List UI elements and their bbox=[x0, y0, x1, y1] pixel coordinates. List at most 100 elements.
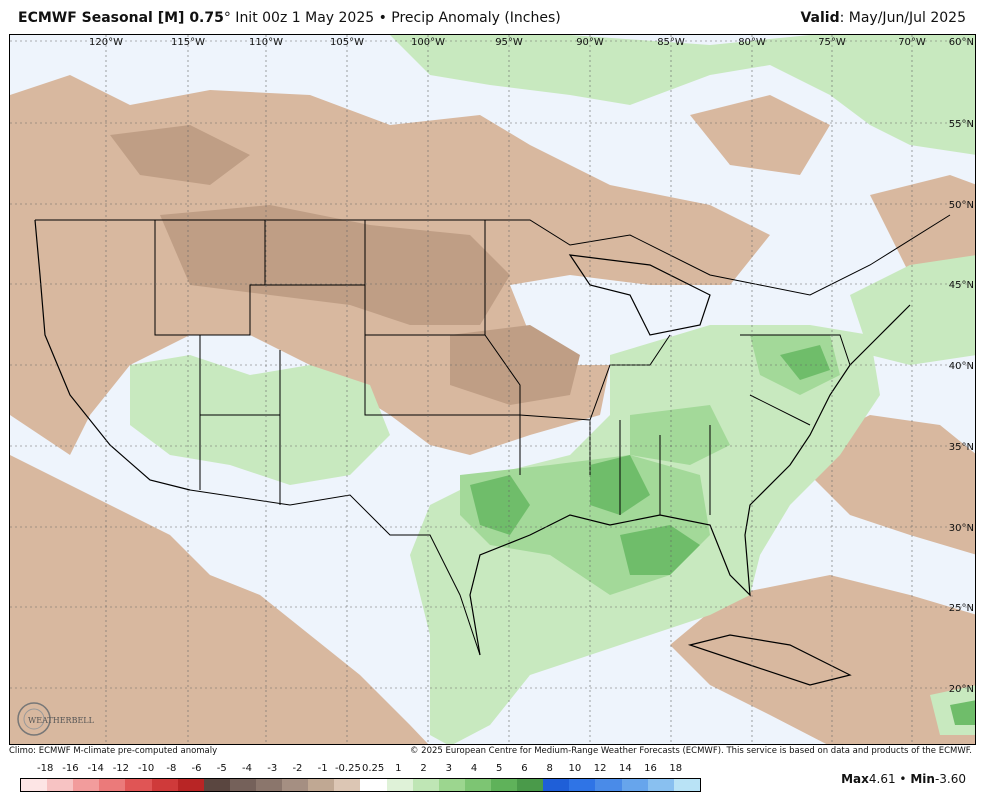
legend-swatch bbox=[203, 779, 230, 791]
valid-period: Valid: May/Jun/Jul 2025 bbox=[800, 10, 966, 32]
legend-swatch bbox=[464, 779, 491, 791]
legend-swatch bbox=[334, 779, 361, 791]
us-canada-border bbox=[35, 214, 951, 296]
legend-color-bar bbox=[20, 778, 701, 792]
legend-swatch bbox=[543, 779, 570, 791]
legend-tick-label: -2 bbox=[292, 763, 303, 774]
legend-tick-label: 4 bbox=[470, 763, 478, 774]
legend-swatch bbox=[360, 779, 387, 791]
max-label: Max bbox=[841, 772, 869, 786]
legend-tick-label: 0.25 bbox=[361, 763, 385, 774]
legend-swatch bbox=[229, 779, 256, 791]
legend-tick-label: 8 bbox=[546, 763, 553, 774]
legend-tick-label: -5 bbox=[216, 763, 227, 774]
lat-label: 20°N bbox=[949, 684, 974, 695]
valid-label: Valid bbox=[800, 10, 840, 26]
lon-label: 75°W bbox=[818, 37, 846, 48]
legend-tick-label: 6 bbox=[521, 763, 528, 774]
min-value: -3.60 bbox=[934, 772, 966, 786]
legend-tick-label: -16 bbox=[62, 763, 79, 774]
lon-label: 95°W bbox=[495, 37, 523, 48]
legend-tick-label: 10 bbox=[568, 763, 582, 774]
stats-separator: • bbox=[895, 772, 911, 786]
title-degree: ° bbox=[223, 10, 231, 26]
max-value: 4.61 bbox=[868, 772, 896, 786]
state-lines-plains bbox=[199, 334, 521, 505]
legend-tick-label: -1 bbox=[317, 763, 328, 774]
legend-tick-label: -4 bbox=[242, 763, 252, 774]
lon-label: 85°W bbox=[657, 37, 685, 48]
title-detail: Init 00z 1 May 2025 • Precip Anomaly (In… bbox=[230, 10, 561, 26]
legend-swatch bbox=[386, 779, 413, 791]
legend-tick-label: 16 bbox=[644, 763, 657, 774]
pacific-coast bbox=[34, 219, 191, 491]
legend-swatch bbox=[255, 779, 283, 791]
lon-label: 70°W bbox=[898, 37, 926, 48]
lat-label: 55°N bbox=[949, 119, 974, 130]
legend-swatch bbox=[73, 779, 100, 791]
legend-swatch bbox=[438, 779, 465, 791]
map-title: ECMWF Seasonal [M] 0.75° Init 00z 1 May … bbox=[18, 10, 561, 32]
lat-label: 45°N bbox=[949, 280, 974, 291]
lat-label: 60°N bbox=[949, 37, 974, 48]
lat-label: 40°N bbox=[949, 361, 974, 372]
great-lakes-outline bbox=[568, 254, 711, 336]
legend-swatch bbox=[151, 779, 178, 791]
legend-tick-label: 1 bbox=[395, 763, 402, 774]
legend-tick-label: 18 bbox=[669, 763, 683, 774]
legend-tick-label: 3 bbox=[445, 763, 452, 774]
legend-swatch bbox=[621, 779, 648, 791]
legend-swatch bbox=[517, 779, 544, 791]
legend-tick-label: -6 bbox=[191, 763, 202, 774]
latitude-labels: 60°N 55°N 50°N 45°N 40°N 35°N 30°N 25°N … bbox=[949, 37, 974, 695]
legend-swatch bbox=[282, 779, 309, 791]
legend-swatch bbox=[595, 779, 622, 791]
title-model: ECMWF Seasonal [M] 0.75 bbox=[18, 10, 224, 26]
color-scale-legend: -18 -16 -14 -12 -10 -8 -6 -5 -4 -3 -2 -1 -0.25 0.25 1 2… bbox=[20, 763, 701, 795]
legend-tick-label: -0.25 bbox=[334, 763, 361, 774]
copyright-note: © 2025 European Centre for Medium-Range … bbox=[409, 746, 972, 756]
legend-swatch bbox=[490, 779, 518, 791]
state-lines-west bbox=[154, 220, 366, 336]
legend-tick-label: 5 bbox=[496, 763, 503, 774]
political-borders bbox=[35, 214, 951, 656]
legend-swatch bbox=[125, 779, 152, 791]
legend-swatch bbox=[21, 779, 48, 791]
valid-value: : May/Jun/Jul 2025 bbox=[839, 10, 966, 26]
legend-swatch bbox=[569, 779, 596, 791]
legend-swatch bbox=[99, 779, 126, 791]
legend-tick-label: -18 bbox=[37, 763, 54, 774]
climo-note: Climo: ECMWF M-climate pre-computed anom… bbox=[9, 746, 218, 756]
logo-text: WEATHERBELL bbox=[28, 716, 95, 725]
legend-tick-label: -14 bbox=[87, 763, 104, 774]
legend-tick-label: -8 bbox=[166, 763, 177, 774]
coastlines bbox=[34, 219, 911, 686]
legend-tick-label: 14 bbox=[618, 763, 632, 774]
weatherbell-logo: WEATHERBELL bbox=[17, 702, 95, 736]
cuba-outline bbox=[687, 634, 852, 686]
lon-label: 120°W bbox=[89, 37, 123, 48]
graticule bbox=[10, 35, 975, 744]
legend-tick-label: -12 bbox=[112, 763, 130, 774]
longitude-labels: 120°W 115°W 110°W 105°W 100°W 95°W 90°W … bbox=[89, 37, 926, 48]
gulf-atlantic-coast bbox=[469, 304, 911, 656]
lon-label: 105°W bbox=[330, 37, 364, 48]
legend-swatch bbox=[47, 779, 74, 791]
legend-swatch bbox=[308, 779, 335, 791]
legend-swatch bbox=[673, 779, 700, 791]
max-min-stats: Max4.61 • Min-3.60 bbox=[841, 772, 966, 786]
lon-label: 90°W bbox=[576, 37, 604, 48]
legend-tick-label: -10 bbox=[137, 763, 155, 774]
lat-label: 30°N bbox=[949, 523, 974, 534]
map-canvas: 120°W 115°W 110°W 105°W 100°W 95°W 90°W … bbox=[10, 35, 975, 744]
legend-tick-label: 2 bbox=[420, 763, 427, 774]
lon-label: 80°W bbox=[738, 37, 766, 48]
lat-label: 25°N bbox=[949, 603, 974, 614]
legend-swatch bbox=[177, 779, 204, 791]
lon-label: 100°W bbox=[411, 37, 445, 48]
lon-label: 110°W bbox=[249, 37, 283, 48]
legend-swatch bbox=[412, 779, 439, 791]
legend-swatch bbox=[647, 779, 674, 791]
state-lines-central bbox=[264, 220, 486, 416]
min-label: Min bbox=[910, 772, 935, 786]
